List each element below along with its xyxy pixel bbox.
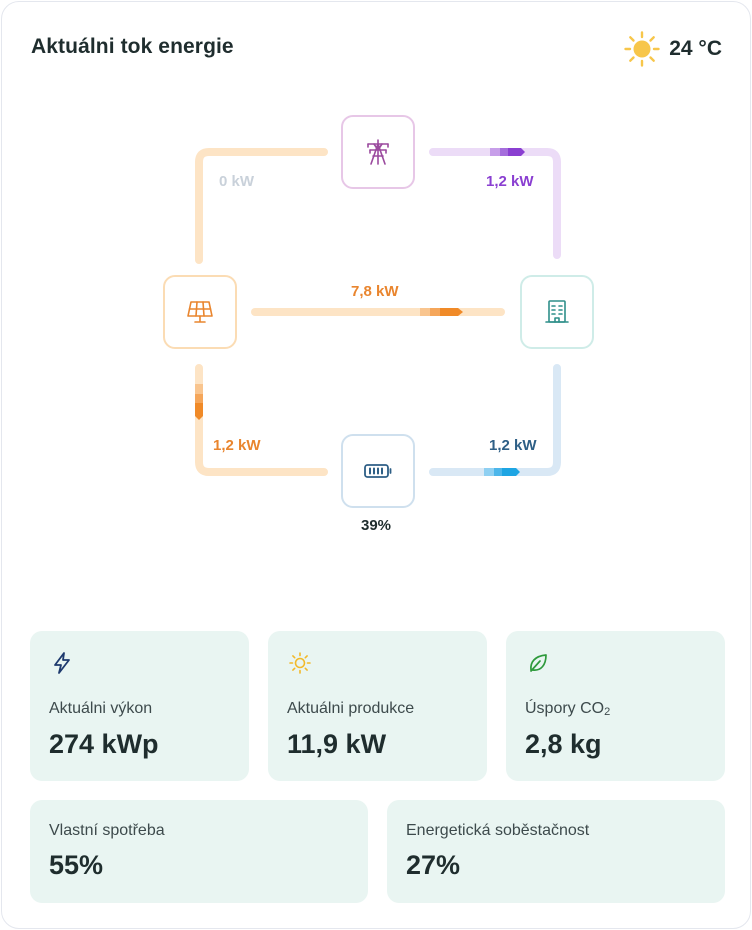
building-icon xyxy=(545,300,569,323)
flow-arrows-battery-home xyxy=(484,468,520,476)
grid-node[interactable] xyxy=(341,115,415,189)
lightning-icon xyxy=(54,652,70,674)
flow-label-battery-home: 1,2 kW xyxy=(489,437,537,454)
card-title: Aktuálni tok energie xyxy=(31,35,234,58)
stat-value: 55% xyxy=(49,850,104,880)
flow-arrows-solar-battery xyxy=(195,384,203,420)
flow-line-battery-home xyxy=(429,364,561,476)
temperature: 24 °C xyxy=(669,37,722,60)
stat-label: Aktuálni výkon xyxy=(49,700,153,717)
solar-node[interactable] xyxy=(163,275,237,349)
sun-icon xyxy=(289,652,311,674)
stat-label: Energetická soběstačnost xyxy=(406,822,590,839)
stat-label: Aktuálni produkce xyxy=(287,700,415,717)
stat-card-production: Aktuálni produkce 11,9 kW xyxy=(268,631,487,781)
leaf-icon xyxy=(530,654,547,672)
stat-card-co2: Úspory CO2 2,8 kg xyxy=(506,631,725,781)
flow-arrows-solar-home xyxy=(420,308,463,316)
battery-icon xyxy=(364,464,392,478)
flow-arrows-grid-home xyxy=(490,148,525,156)
flow-line-grid-home xyxy=(429,148,561,259)
stat-value: 274 kWp xyxy=(49,729,159,759)
flow-label-solar-battery: 1,2 kW xyxy=(213,437,261,454)
energy-flow-diagram xyxy=(195,148,561,476)
stat-card-self-sufficiency: Energetická soběstačnost 27% xyxy=(387,800,725,903)
stat-value: 27% xyxy=(406,850,461,880)
battery-charge: 39% xyxy=(361,517,392,534)
stat-label: Úspory CO2 xyxy=(525,700,611,718)
flow-line-solar-battery xyxy=(195,364,328,476)
weather-widget: 24 °C xyxy=(623,30,722,68)
stat-value: 11,9 kW xyxy=(287,729,387,759)
power-pylon-icon xyxy=(367,139,389,165)
stat-label: Vlastní spotřeba xyxy=(49,822,165,839)
flow-label-grid-home: 1,2 kW xyxy=(486,173,534,190)
sun-icon xyxy=(624,31,660,67)
home-node[interactable] xyxy=(520,275,594,349)
flow-label-grid-solar: 0 kW xyxy=(219,173,255,190)
flow-line-grid-solar xyxy=(195,148,328,264)
stat-value: 2,8 kg xyxy=(525,729,602,759)
stat-card-self-consumption: Vlastní spotřeba 55% xyxy=(30,800,368,903)
battery-node[interactable] xyxy=(341,434,415,508)
solar-panel-icon xyxy=(187,301,213,323)
stat-card-power: Aktuálni výkon 274 kWp xyxy=(30,631,249,781)
flow-label-solar-home: 7,8 kW xyxy=(351,283,399,300)
